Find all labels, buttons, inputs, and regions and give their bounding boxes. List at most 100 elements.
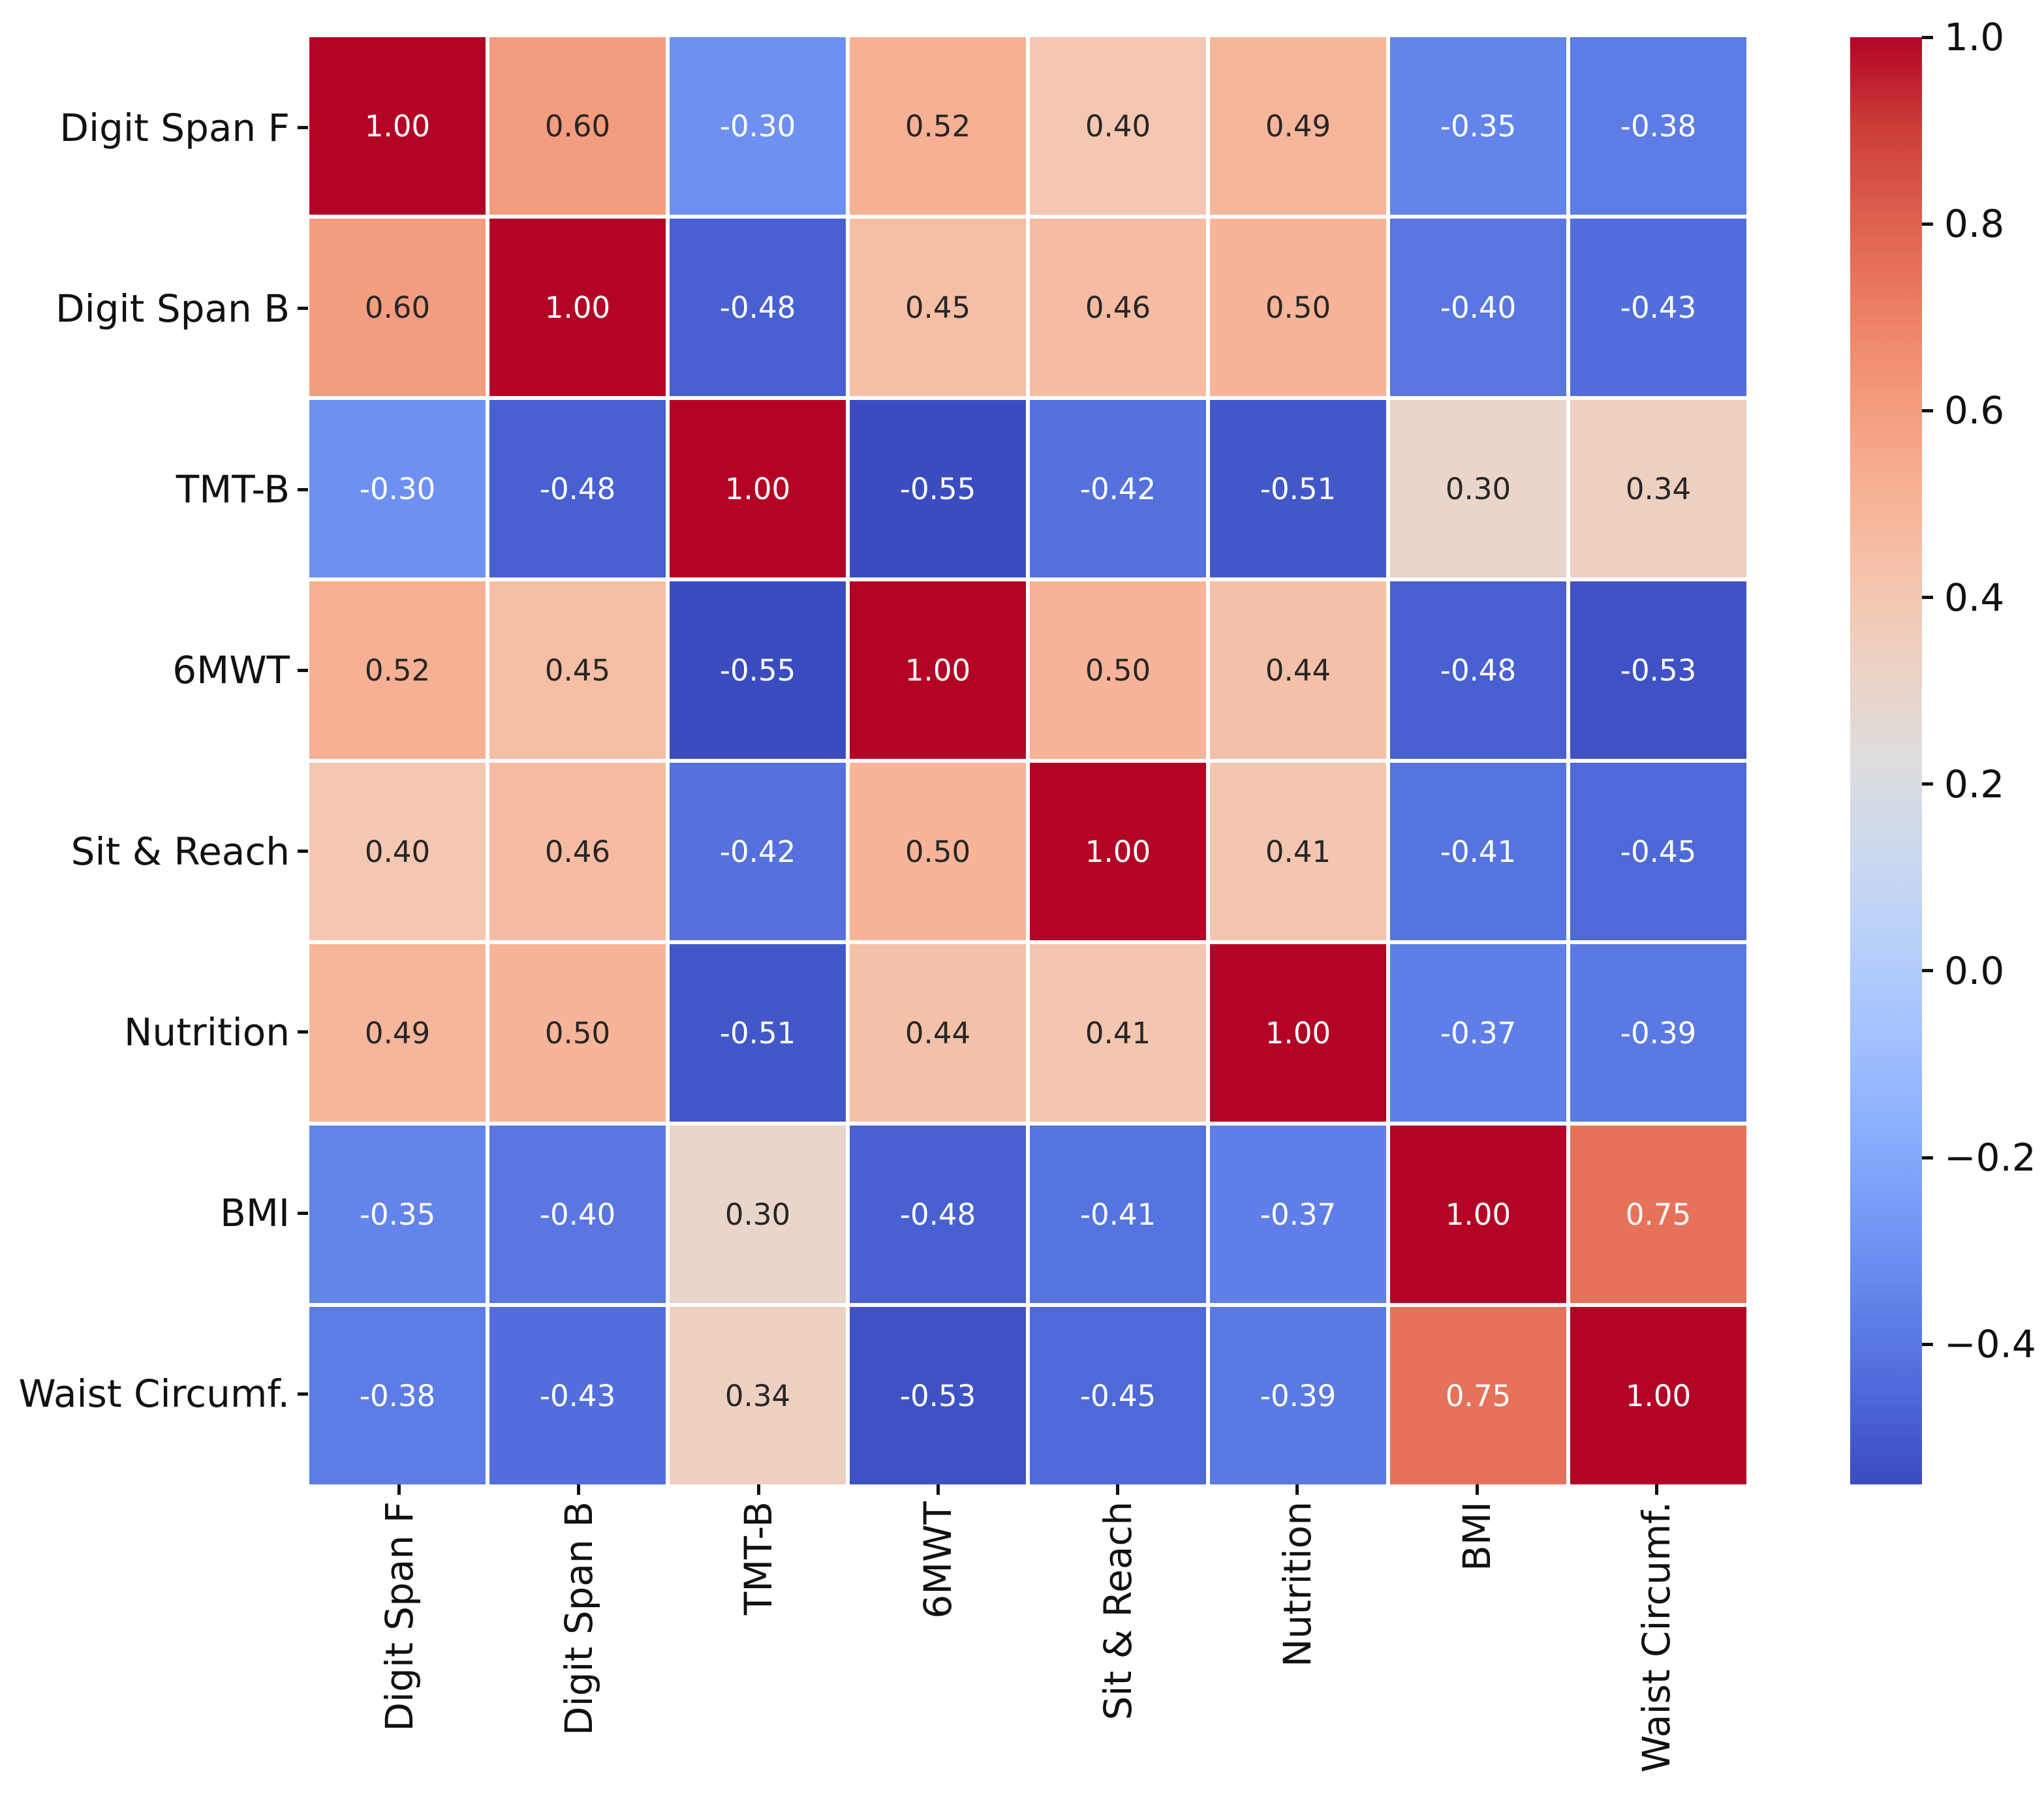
- colorbar-tick-label: 0.6: [1944, 388, 2005, 433]
- x-tick-label: Digit Span F: [377, 1501, 422, 1732]
- heatmap-cell: 1.00: [1030, 763, 1206, 940]
- x-tick-label: Sit & Reach: [1095, 1501, 1140, 1721]
- heatmap-cell-value: 0.45: [544, 652, 611, 688]
- heatmap-cell: -0.37: [1210, 1126, 1386, 1303]
- heatmap-cell-value: 0.40: [1085, 108, 1151, 144]
- colorbar-tick-mark: [1922, 782, 1933, 786]
- heatmap-cell: 0.40: [309, 763, 486, 940]
- heatmap-cell: 1.00: [670, 400, 846, 577]
- heatmap-cell: 1.00: [1570, 1307, 1746, 1484]
- heatmap-cell: 0.75: [1390, 1307, 1566, 1484]
- colorbar-tick-label: −0.2: [1944, 1135, 2036, 1180]
- colorbar-tick-mark: [1922, 596, 1933, 600]
- y-tick-label: Sit & Reach: [70, 829, 290, 874]
- heatmap-cell-value: -0.39: [1260, 1378, 1337, 1413]
- y-tick-mark: [298, 1030, 308, 1034]
- y-tick: TMT-B: [0, 399, 309, 580]
- y-tick: 6MWT: [0, 580, 309, 761]
- heatmap-cell: -0.38: [309, 1307, 486, 1484]
- heatmap-cell-value: 0.40: [364, 834, 431, 869]
- x-tick-mark: [1475, 1484, 1479, 1495]
- y-tick-mark: [298, 1211, 308, 1215]
- y-tick: Waist Circumf.: [0, 1304, 309, 1484]
- heatmap-cell-value: -0.30: [359, 471, 436, 506]
- colorbar-ticks: 1.0 0.8 0.6 0.4 0.2 0.0 −0.2 −0.4: [1922, 15, 2044, 1484]
- y-tick-label: BMI: [220, 1191, 290, 1236]
- heatmap-cell: 0.30: [1390, 400, 1566, 577]
- heatmap-cell: -0.42: [670, 763, 846, 940]
- x-tick-mark: [397, 1484, 401, 1495]
- heatmap-cell: 0.46: [1030, 219, 1206, 396]
- heatmap-cell: 0.60: [309, 219, 486, 396]
- heatmap-cell: -0.48: [850, 1126, 1026, 1303]
- y-tick-mark: [298, 126, 308, 130]
- heatmap-cell-value: -0.48: [1440, 652, 1517, 688]
- heatmap-cell: 0.34: [1570, 400, 1746, 577]
- heatmap-cell: 1.00: [1390, 1126, 1566, 1303]
- heatmap-cell: -0.55: [670, 581, 846, 759]
- heatmap-cell-value: 0.34: [1625, 471, 1692, 506]
- x-tick-label: Waist Circumf.: [1634, 1501, 1679, 1773]
- y-tick-mark: [298, 1392, 308, 1396]
- x-tick: Digit Span F: [309, 1484, 489, 1795]
- heatmap-cell-value: 0.50: [905, 834, 971, 869]
- y-tick-mark: [298, 668, 308, 672]
- heatmap-cell-value: 1.00: [905, 652, 971, 688]
- heatmap-cell-value: -0.48: [539, 471, 616, 506]
- heatmap-cell-value: 0.46: [544, 834, 611, 869]
- heatmap-cell: 0.41: [1210, 763, 1386, 940]
- heatmap-cell-value: -0.38: [1620, 108, 1697, 144]
- heatmap-cell-value: -0.41: [1440, 834, 1517, 869]
- heatmap-cell: 0.50: [850, 763, 1026, 940]
- heatmap-cell-value: -0.51: [719, 1015, 796, 1051]
- heatmap-cell: -0.53: [1570, 581, 1746, 759]
- heatmap-cell-value: 1.00: [1445, 1197, 1511, 1232]
- colorbar: 1.0 0.8 0.6 0.4 0.2 0.0 −0.2 −0.4: [1850, 15, 2036, 1484]
- heatmap-cell-value: 0.50: [1265, 290, 1331, 325]
- heatmap-cell-value: 1.00: [1265, 1015, 1331, 1051]
- heatmap-cell-value: 1.00: [1085, 834, 1151, 869]
- heatmap-cell-value: 1.00: [724, 471, 791, 506]
- x-tick-mark: [756, 1484, 760, 1495]
- heatmap-cell-value: 0.30: [724, 1197, 791, 1232]
- heatmap-cell: 0.30: [670, 1126, 846, 1303]
- colorbar-tick-mark: [1922, 1156, 1933, 1159]
- heatmap-cell: 0.50: [1210, 219, 1386, 396]
- heatmap-cell: 0.45: [850, 219, 1026, 396]
- heatmap-cell-value: -0.40: [539, 1197, 616, 1232]
- heatmap-cell-value: -0.53: [1620, 652, 1697, 688]
- heatmap-cell-value: -0.42: [719, 834, 796, 869]
- heatmap-cell: -0.51: [670, 944, 846, 1122]
- y-tick-mark: [298, 307, 308, 311]
- heatmap-cell-value: 0.75: [1445, 1378, 1511, 1413]
- y-tick: Nutrition: [0, 942, 309, 1122]
- colorbar-tick-label: 0.4: [1944, 575, 2005, 620]
- heatmap-cell-value: -0.45: [1079, 1378, 1156, 1413]
- heatmap-cell: -0.40: [1390, 219, 1566, 396]
- y-tick: Digit Span B: [0, 218, 309, 399]
- heatmap-cell-value: 1.00: [544, 290, 611, 325]
- heatmap-cell-value: 0.50: [544, 1015, 611, 1051]
- heatmap-cell-value: -0.41: [1079, 1197, 1156, 1232]
- y-axis: Digit Span F Digit Span B TMT-B 6MWT Sit & R…: [0, 37, 309, 1484]
- y-tick-label: Digit Span B: [55, 286, 290, 331]
- heatmap-cell: -0.53: [850, 1307, 1026, 1484]
- heatmap-cell: -0.55: [850, 400, 1026, 577]
- heatmap-cell: 0.44: [1210, 581, 1386, 759]
- heatmap-cell-value: 0.52: [364, 652, 431, 688]
- heatmap-cell: -0.42: [1030, 400, 1206, 577]
- heatmap-cell: 1.00: [850, 581, 1026, 759]
- heatmap-cell-value: 0.46: [1085, 290, 1151, 325]
- x-tick-label: TMT-B: [736, 1501, 781, 1616]
- y-tick: Digit Span F: [0, 37, 309, 218]
- heatmap-cell: -0.38: [1570, 37, 1746, 215]
- heatmap-cell-value: -0.38: [359, 1378, 436, 1413]
- colorbar-tick-label: −0.4: [1944, 1322, 2036, 1367]
- heatmap-cell-value: 0.44: [905, 1015, 971, 1051]
- colorbar-tick-mark: [1922, 222, 1933, 226]
- heatmap-cell: -0.39: [1210, 1307, 1386, 1484]
- heatmap-cell: 0.75: [1570, 1126, 1746, 1303]
- heatmap-cell: -0.37: [1390, 944, 1566, 1122]
- y-tick-mark: [298, 487, 308, 491]
- heatmap-cell: 0.52: [850, 37, 1026, 215]
